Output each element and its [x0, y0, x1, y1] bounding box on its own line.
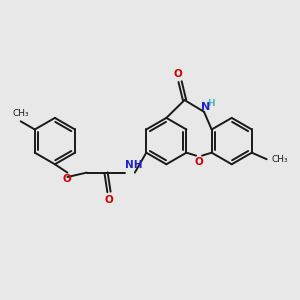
Text: O: O — [195, 157, 203, 167]
Text: O: O — [63, 174, 72, 184]
Text: CH₃: CH₃ — [271, 155, 288, 164]
Text: N: N — [201, 102, 211, 112]
Text: CH₃: CH₃ — [12, 109, 29, 118]
Text: H: H — [207, 99, 214, 108]
Text: O: O — [105, 195, 113, 205]
Text: O: O — [173, 69, 182, 79]
Text: NH: NH — [125, 160, 143, 170]
